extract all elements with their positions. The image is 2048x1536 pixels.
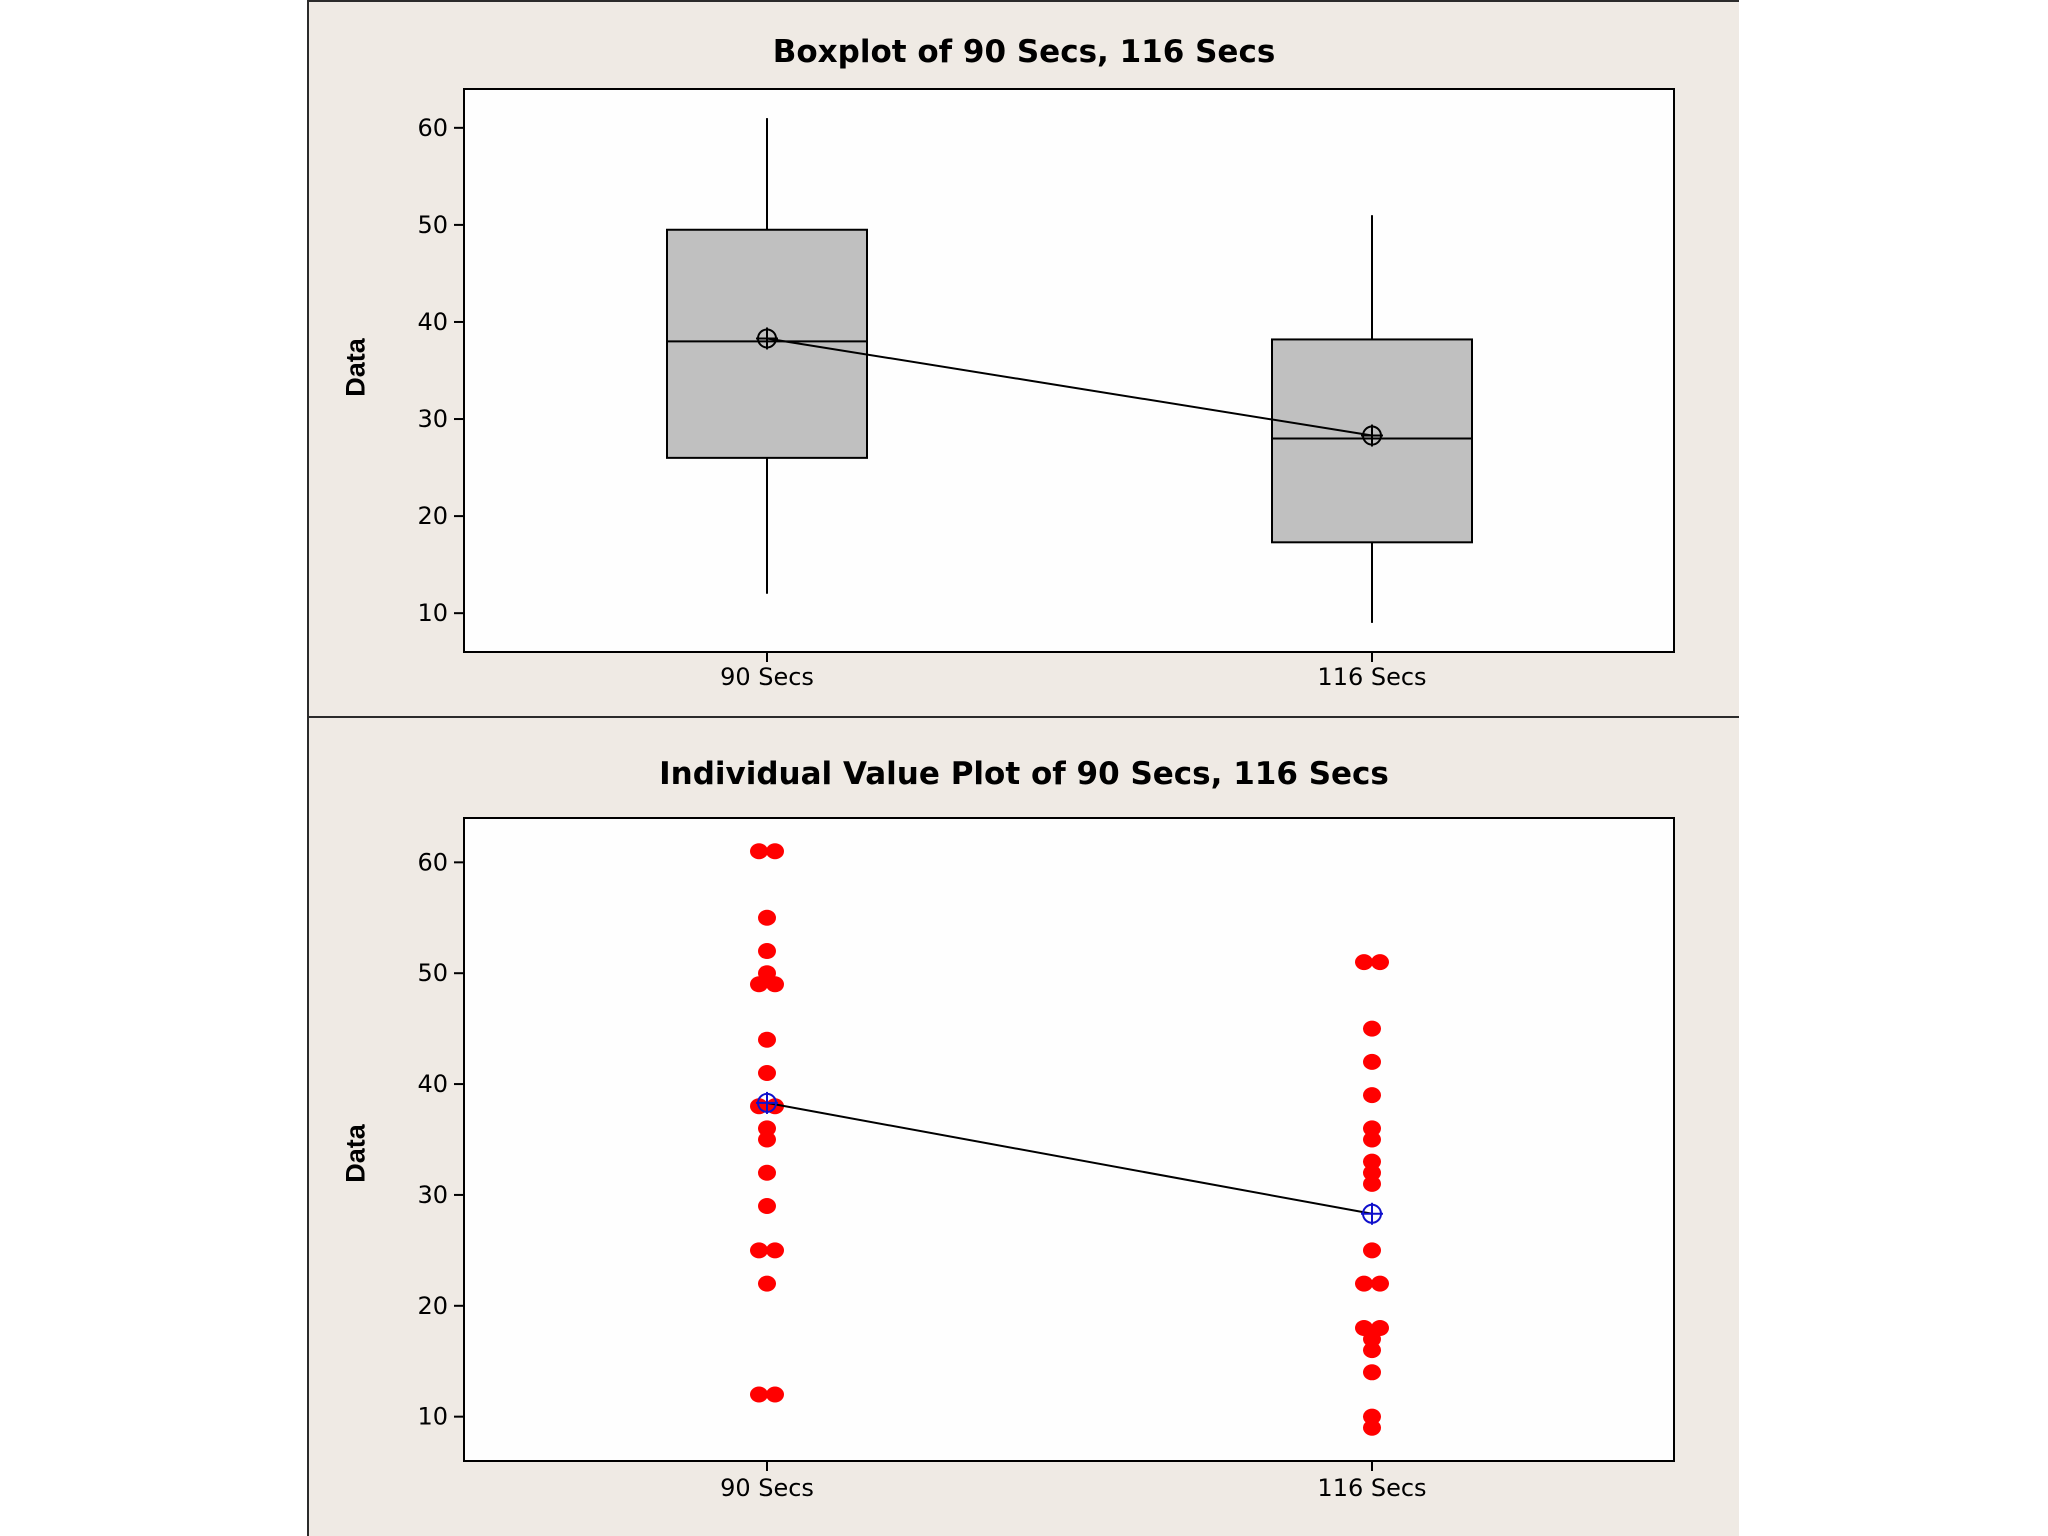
data-point [1363, 1120, 1381, 1137]
data-point [766, 1386, 784, 1403]
data-point [758, 1275, 776, 1292]
ivp-svg: 10 20 30 40 50 60 90 Secs 116 Secs [417, 817, 1675, 1502]
y-tick-label: 60 [417, 848, 448, 876]
data-point [1363, 1175, 1381, 1192]
boxplot-svg: 10 20 30 40 50 60 90 Secs 116 Secs [417, 88, 1675, 691]
data-point [766, 1242, 784, 1259]
data-point [758, 1198, 776, 1215]
y-tick-label: 40 [417, 308, 448, 336]
data-point [1363, 1342, 1381, 1359]
y-tick-label: 30 [417, 405, 448, 433]
data-point [1371, 1275, 1389, 1292]
y-tick-label: 30 [417, 1181, 448, 1209]
mean-connect-line [766, 337, 1373, 437]
y-tick-label: 50 [417, 959, 448, 987]
ivp-title: Individual Value Plot of 90 Secs, 116 Se… [659, 756, 1389, 792]
y-tick-label: 40 [417, 1070, 448, 1098]
data-point [750, 976, 768, 993]
data-point [758, 1131, 776, 1148]
individual-value-plot-figure: Individual Value Plot of 90 Secs, 116 Se… [307, 716, 1739, 1536]
data-point [1363, 1408, 1381, 1425]
x-tick-label: 90 Secs [720, 1474, 814, 1502]
data-point [1363, 1331, 1381, 1348]
data-point [758, 1031, 776, 1048]
data-point [766, 976, 784, 993]
data-point [1355, 954, 1373, 971]
data-point [1363, 1364, 1381, 1381]
boxplot-figure: Boxplot of 90 Secs, 116 Secs Data 10 20 30… [307, 0, 1739, 716]
data-point [758, 1164, 776, 1181]
data-point [766, 843, 784, 860]
data-point [1371, 954, 1389, 971]
y-tick-label: 10 [417, 1403, 448, 1431]
data-point [750, 843, 768, 860]
plot-area [463, 88, 1675, 653]
mean-connect-line [766, 1101, 1373, 1215]
data-point [1363, 1164, 1381, 1181]
y-tick-label: 20 [417, 1292, 448, 1320]
data-point [758, 1064, 776, 1081]
data-point [1363, 1020, 1381, 1037]
data-point [1363, 1131, 1381, 1148]
y-tick-label: 20 [417, 502, 448, 530]
data-point [1355, 1275, 1373, 1292]
y-tick-label: 60 [417, 114, 448, 142]
boxplot-title: Boxplot of 90 Secs, 116 Secs [772, 34, 1276, 70]
data-point [750, 1386, 768, 1403]
data-point [1363, 1153, 1381, 1170]
y-tick-label: 10 [417, 599, 448, 627]
data-point [758, 909, 776, 926]
data-point [1363, 1053, 1381, 1070]
data-point [758, 943, 776, 960]
x-tick-label: 116 Secs [1317, 663, 1426, 691]
plot-area [463, 817, 1675, 1462]
data-point [1363, 1242, 1381, 1259]
data-point [750, 1242, 768, 1259]
x-tick-label: 116 Secs [1317, 1474, 1426, 1502]
x-tick-label: 90 Secs [720, 663, 814, 691]
data-point [1363, 1419, 1381, 1436]
data-point [758, 1120, 776, 1137]
y-tick-label: 50 [417, 211, 448, 239]
data-point [1363, 1087, 1381, 1104]
